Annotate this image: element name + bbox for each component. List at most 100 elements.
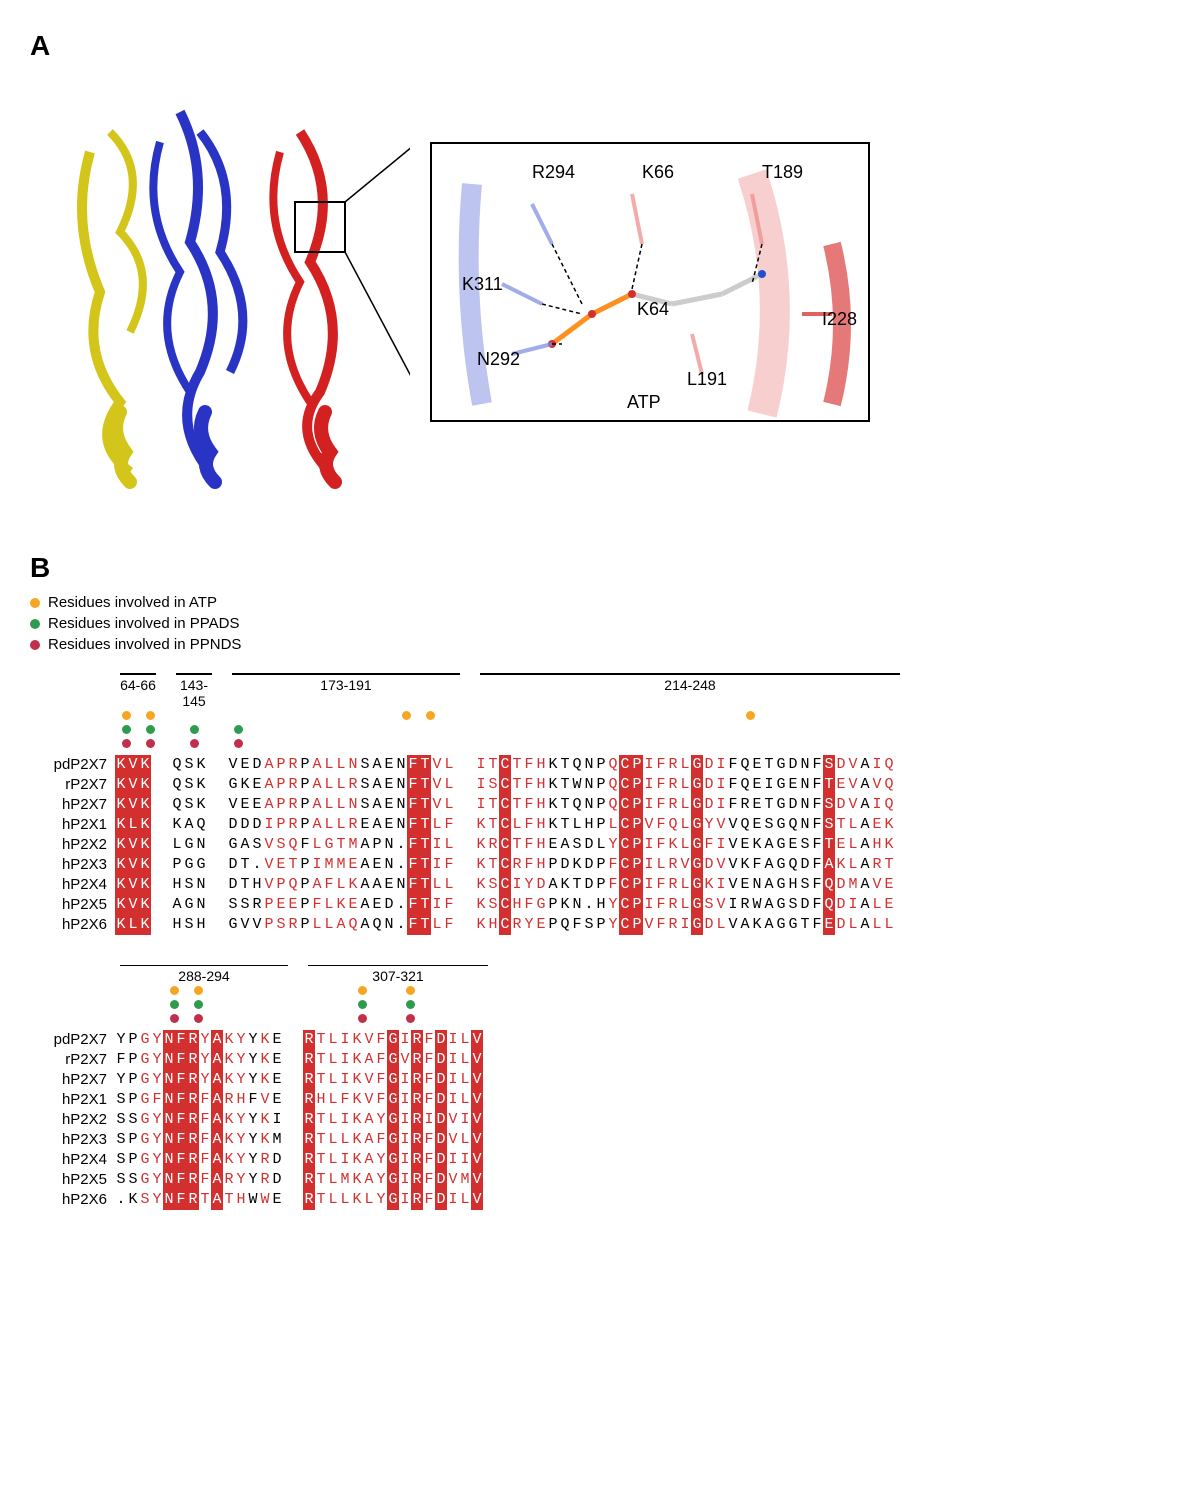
- residue: N: [799, 815, 811, 835]
- residue: P: [631, 755, 643, 775]
- marker-dot-ppnds: [194, 1014, 203, 1023]
- residue: L: [327, 1150, 339, 1170]
- residue: F: [199, 1090, 211, 1110]
- residue: K: [115, 795, 127, 815]
- residue: I: [399, 1130, 411, 1150]
- residue: K: [751, 835, 763, 855]
- residue: Y: [607, 895, 619, 915]
- residue: D: [435, 1170, 447, 1190]
- residue: R: [303, 1130, 315, 1150]
- residue: K: [171, 815, 183, 835]
- residue: S: [823, 755, 835, 775]
- residue: P: [299, 915, 311, 935]
- residue: I: [271, 1110, 283, 1130]
- residue: G: [227, 835, 239, 855]
- residue: S: [487, 875, 499, 895]
- residue: N: [383, 915, 395, 935]
- residue: K: [351, 1090, 363, 1110]
- residue: V: [643, 915, 655, 935]
- marker-dot-ppads: [122, 725, 131, 734]
- residue: R: [287, 775, 299, 795]
- residue: K: [139, 755, 151, 775]
- alignment-region: KVKKVKKVKKLKKVKKVKKVKKVKKLK: [115, 755, 151, 935]
- residue: T: [315, 1030, 327, 1050]
- residue: K: [347, 875, 359, 895]
- residue: K: [259, 1130, 271, 1150]
- residue: P: [275, 875, 287, 895]
- residue: N: [347, 755, 359, 775]
- residue: L: [871, 915, 883, 935]
- residue: L: [327, 1090, 339, 1110]
- residue: A: [359, 895, 371, 915]
- residue: K: [559, 895, 571, 915]
- residue: K: [139, 915, 151, 935]
- residue: G: [775, 875, 787, 895]
- sequence-row: KRCTFHEASDLYCPIFKLGFIVEKAGESFTELAHK: [475, 835, 895, 855]
- alignment-region: VEDAPRPALLNSAENFTVLGKEAPRPALLRSAENFTVLVE…: [227, 755, 455, 935]
- sequence-row: VEEAPRPALLNSAENFTVL: [227, 795, 455, 815]
- residue: G: [775, 895, 787, 915]
- residue: R: [287, 795, 299, 815]
- residue: S: [703, 895, 715, 915]
- residue: P: [299, 855, 311, 875]
- residue: D: [703, 915, 715, 935]
- residue: Y: [199, 1030, 211, 1050]
- sequence-row: HSN: [171, 875, 207, 895]
- residue: T: [419, 795, 431, 815]
- residue: G: [139, 1050, 151, 1070]
- residue: I: [643, 895, 655, 915]
- residue: V: [447, 1130, 459, 1150]
- residue: D: [435, 1050, 447, 1070]
- region-title: 307-321: [308, 965, 488, 985]
- residue: F: [655, 755, 667, 775]
- sequence-row: DDDIPRPALLREAENFTLF: [227, 815, 455, 835]
- residue: F: [811, 855, 823, 875]
- residue: F: [175, 1130, 187, 1150]
- residue: K: [195, 795, 207, 815]
- residue: Y: [151, 1110, 163, 1130]
- residue: H: [315, 1090, 327, 1110]
- residue: F: [423, 1070, 435, 1090]
- residue: N: [163, 1190, 175, 1210]
- species-label: hP2X5: [30, 895, 115, 915]
- residue: L: [171, 835, 183, 855]
- residue: F: [175, 1070, 187, 1090]
- residue: T: [315, 1170, 327, 1190]
- residue: N: [163, 1170, 175, 1190]
- residue: K: [139, 795, 151, 815]
- residue: A: [211, 1150, 223, 1170]
- residue: I: [447, 1190, 459, 1210]
- residue: Y: [151, 1030, 163, 1050]
- sequence-row: LGN: [171, 835, 207, 855]
- residue: K: [223, 1050, 235, 1070]
- residue: V: [263, 875, 275, 895]
- residue: V: [263, 855, 275, 875]
- residue: R: [411, 1150, 423, 1170]
- residue: D: [703, 755, 715, 775]
- residue: E: [239, 795, 251, 815]
- residue: F: [423, 1170, 435, 1190]
- residue: D: [703, 855, 715, 875]
- residue: Y: [375, 1170, 387, 1190]
- residue: D: [435, 1090, 447, 1110]
- residue: G: [139, 1150, 151, 1170]
- residue: S: [115, 1110, 127, 1130]
- residue: V: [715, 855, 727, 875]
- residue-label: K64: [637, 299, 669, 320]
- residue: V: [251, 915, 263, 935]
- residue: P: [127, 1030, 139, 1050]
- residue: P: [547, 855, 559, 875]
- residue: A: [859, 835, 871, 855]
- residue: F: [407, 815, 419, 835]
- residue: L: [847, 855, 859, 875]
- residue: T: [315, 1130, 327, 1150]
- species-label: pdP2X7: [30, 1030, 115, 1050]
- residue: P: [631, 775, 643, 795]
- residue: I: [715, 835, 727, 855]
- residue: R: [223, 1090, 235, 1110]
- residue: T: [559, 775, 571, 795]
- species-label: hP2X2: [30, 1110, 115, 1130]
- residue: Q: [883, 795, 895, 815]
- residue: S: [127, 1110, 139, 1130]
- residue: E: [383, 875, 395, 895]
